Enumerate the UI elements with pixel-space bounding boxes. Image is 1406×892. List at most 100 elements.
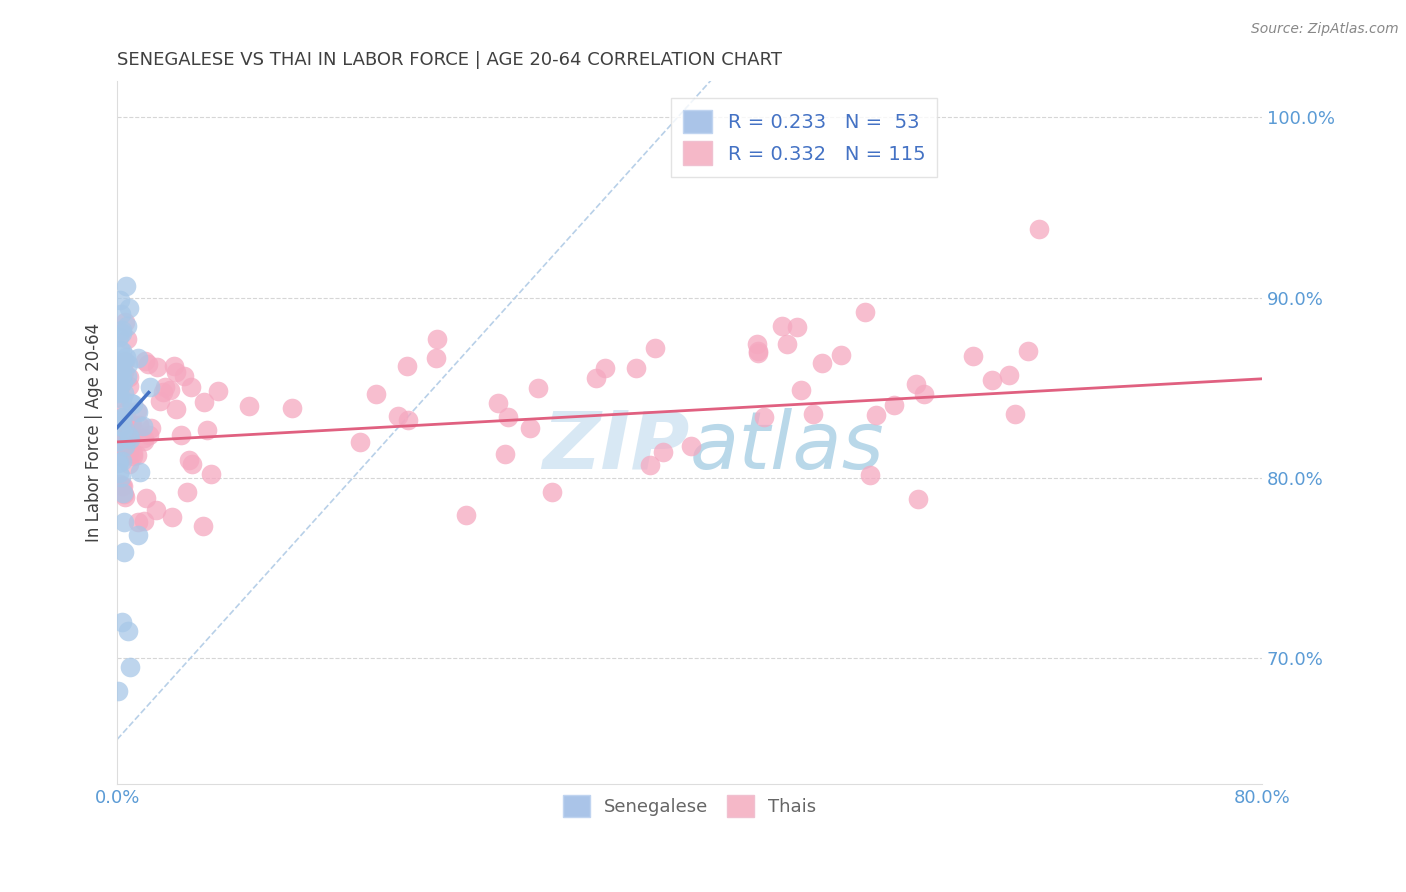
Point [112, 487, 135, 501]
Point [134, 354, 156, 368]
Point [127, 448, 149, 462]
Point [496, 409, 519, 424]
Point [207, 384, 229, 399]
Point [585, 371, 607, 385]
Point [801, 407, 824, 421]
Point [112, 486, 135, 500]
Point [152, 385, 174, 400]
Point [638, 458, 661, 473]
Point [128, 417, 150, 432]
Point [122, 427, 145, 442]
Point [111, 368, 134, 382]
Point [111, 355, 134, 369]
Point [107, 438, 129, 452]
Point [108, 455, 131, 469]
Point [651, 445, 673, 459]
Point [132, 434, 155, 448]
Point [193, 395, 215, 409]
Point [135, 491, 157, 505]
Point [121, 396, 143, 410]
Point [745, 337, 768, 351]
Point [117, 445, 139, 459]
Point [136, 357, 159, 371]
Point [115, 279, 138, 293]
Point [679, 439, 702, 453]
Point [112, 515, 135, 529]
Point [110, 412, 132, 426]
Point [624, 360, 647, 375]
Point [165, 401, 187, 416]
Point [111, 323, 134, 337]
Point [396, 413, 419, 427]
Point [107, 683, 129, 698]
Point [118, 433, 141, 447]
Y-axis label: In Labor Force | Age 20-64: In Labor Force | Age 20-64 [86, 323, 103, 542]
Point [111, 392, 134, 407]
Point [118, 370, 141, 384]
Point [108, 343, 131, 358]
Point [112, 385, 135, 400]
Point [111, 375, 134, 389]
Point [108, 477, 131, 491]
Point [752, 410, 775, 425]
Point [181, 457, 204, 471]
Point [112, 545, 135, 559]
Point [107, 426, 129, 441]
Point [191, 518, 214, 533]
Point [146, 359, 169, 374]
Point [859, 467, 882, 482]
Point [962, 349, 984, 363]
Point [110, 411, 132, 425]
Point [790, 383, 813, 397]
Point [425, 351, 447, 365]
Point [111, 615, 134, 630]
Text: SENEGALESE VS THAI IN LABOR FORCE | AGE 20-64 CORRELATION CHART: SENEGALESE VS THAI IN LABOR FORCE | AGE … [117, 51, 782, 69]
Point [115, 319, 138, 334]
Point [395, 359, 418, 374]
Text: Source: ZipAtlas.com: Source: ZipAtlas.com [1251, 22, 1399, 37]
Point [153, 380, 176, 394]
Point [112, 479, 135, 493]
Point [132, 514, 155, 528]
Point [121, 417, 143, 431]
Point [108, 329, 131, 343]
Point [118, 457, 141, 471]
Point [118, 379, 141, 393]
Point [112, 409, 135, 424]
Point [998, 368, 1021, 382]
Point [173, 368, 195, 383]
Point [526, 381, 548, 395]
Point [121, 449, 143, 463]
Point [853, 305, 876, 319]
Point [830, 348, 852, 362]
Point [112, 414, 135, 428]
Point [541, 485, 564, 500]
Legend: Senegalese, Thais: Senegalese, Thais [555, 789, 824, 824]
Point [132, 419, 155, 434]
Point [117, 624, 139, 639]
Point [776, 337, 799, 351]
Point [139, 380, 162, 394]
Point [139, 420, 162, 434]
Point [122, 425, 145, 439]
Point [165, 366, 187, 380]
Point [129, 465, 152, 479]
Point [107, 382, 129, 396]
Point [494, 446, 516, 460]
Point [110, 307, 132, 321]
Point [349, 435, 371, 450]
Point [747, 346, 769, 360]
Point [179, 453, 201, 467]
Point [108, 293, 131, 308]
Point [120, 395, 142, 409]
Point [1028, 222, 1050, 236]
Point [111, 453, 134, 467]
Point [1017, 344, 1039, 359]
Point [125, 404, 148, 418]
Point [426, 332, 449, 346]
Point [112, 426, 135, 441]
Point [107, 431, 129, 445]
Point [912, 387, 935, 401]
Point [134, 432, 156, 446]
Point [180, 379, 202, 393]
